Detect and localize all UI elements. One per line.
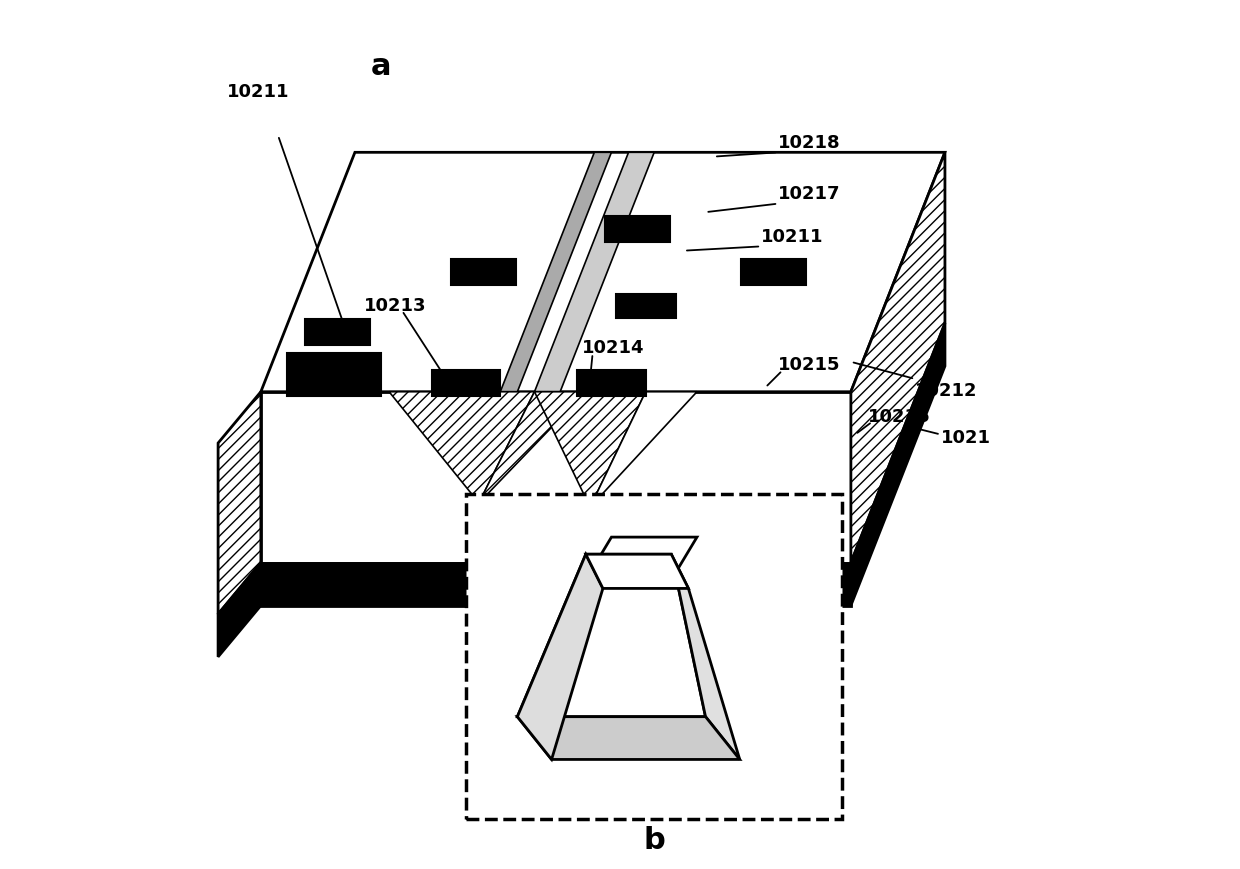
Polygon shape xyxy=(585,554,688,588)
Text: 10213: 10213 xyxy=(363,296,427,315)
Polygon shape xyxy=(517,554,706,717)
Text: 10211: 10211 xyxy=(227,83,289,101)
Polygon shape xyxy=(851,152,945,563)
Polygon shape xyxy=(260,563,851,606)
Polygon shape xyxy=(578,370,646,396)
Polygon shape xyxy=(742,259,806,285)
Polygon shape xyxy=(286,354,381,396)
Polygon shape xyxy=(479,392,585,503)
Polygon shape xyxy=(605,216,670,242)
Polygon shape xyxy=(517,554,603,760)
Polygon shape xyxy=(534,152,655,392)
Polygon shape xyxy=(616,295,676,318)
Text: 10217: 10217 xyxy=(779,185,841,203)
Text: 10211: 10211 xyxy=(761,228,823,246)
Text: 10218: 10218 xyxy=(779,134,841,152)
Polygon shape xyxy=(450,259,516,285)
Polygon shape xyxy=(260,392,851,563)
Polygon shape xyxy=(851,323,945,606)
Polygon shape xyxy=(218,563,260,657)
Text: 10216: 10216 xyxy=(868,408,930,426)
Polygon shape xyxy=(585,537,697,580)
Text: b: b xyxy=(644,826,665,855)
Polygon shape xyxy=(389,392,534,503)
Polygon shape xyxy=(534,392,646,507)
Polygon shape xyxy=(218,392,260,614)
Polygon shape xyxy=(305,319,371,345)
Polygon shape xyxy=(590,392,697,507)
Polygon shape xyxy=(671,554,740,760)
Text: 10215: 10215 xyxy=(779,356,841,375)
Text: a: a xyxy=(371,52,391,82)
Polygon shape xyxy=(432,370,500,396)
FancyBboxPatch shape xyxy=(466,494,842,819)
Text: 1021: 1021 xyxy=(941,429,991,447)
Text: 10212: 10212 xyxy=(915,382,977,400)
Text: 10214: 10214 xyxy=(582,339,644,357)
Polygon shape xyxy=(517,717,740,760)
Polygon shape xyxy=(500,152,611,392)
Polygon shape xyxy=(260,152,945,392)
